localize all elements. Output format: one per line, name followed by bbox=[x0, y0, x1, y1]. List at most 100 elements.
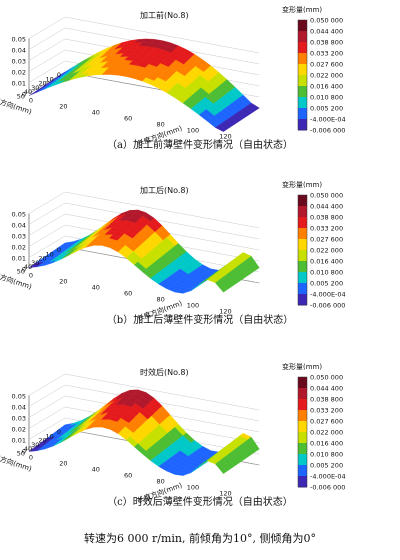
colorbar-label: 0.005 200 bbox=[310, 462, 343, 470]
x-tick-label: 60 bbox=[124, 472, 132, 480]
z-tick-label: 0.01 bbox=[12, 437, 26, 445]
x-tick-label: 0 bbox=[29, 97, 33, 105]
y-tick-label: 50 bbox=[17, 268, 25, 276]
colorbar-segment bbox=[298, 195, 307, 207]
y-tick-label: 20 bbox=[38, 80, 46, 88]
colorbar-segment bbox=[298, 432, 307, 444]
y-tick-label: 10 bbox=[46, 75, 54, 83]
z-gridline-side bbox=[28, 373, 66, 396]
z-tick-label: 0.05 bbox=[12, 393, 26, 401]
z-tick-label: 0.04 bbox=[12, 404, 26, 412]
x-tick-label: 80 bbox=[156, 121, 164, 129]
z-tick-label: 0 bbox=[22, 91, 26, 99]
colorbar-label: 0.022 000 bbox=[310, 247, 343, 255]
colorbar-segment bbox=[298, 53, 307, 65]
z-gridline-side bbox=[28, 213, 66, 236]
colorbar-label: 0.022 000 bbox=[310, 72, 343, 80]
colorbar-title: 变形量(mm) bbox=[282, 362, 322, 371]
surface-patch bbox=[215, 461, 228, 474]
z-gridline-side bbox=[28, 191, 66, 214]
y-tick-label: 0 bbox=[57, 246, 61, 254]
z-gridline-side bbox=[28, 235, 66, 258]
colorbar-label: -4.000E-04 bbox=[310, 291, 346, 299]
z-tick-label: 0.03 bbox=[12, 58, 26, 66]
x-tick-label: 20 bbox=[59, 103, 67, 111]
z-tick-label: 0.04 bbox=[12, 47, 26, 55]
z-gridline-side bbox=[28, 202, 66, 225]
colorbar-segment bbox=[298, 97, 307, 109]
colorbar-frame bbox=[297, 376, 308, 488]
figure-footnote: 转速为6 000 r/min, 前倾角为10°, 侧倾角为0° bbox=[84, 532, 316, 545]
colorbar-label: 0.038 800 bbox=[310, 39, 343, 47]
z-tick-label: 0 bbox=[22, 266, 26, 274]
colorbar-label: 0.038 800 bbox=[310, 214, 343, 222]
colorbar-label: 0.044 400 bbox=[310, 28, 343, 36]
x-tick-label: 0 bbox=[29, 454, 33, 462]
surface bbox=[28, 38, 260, 132]
z-tick-label: 0.01 bbox=[12, 80, 26, 88]
colorbar-segment bbox=[298, 294, 307, 306]
y-tick-label: 40 bbox=[24, 445, 32, 453]
x-tick-label: 40 bbox=[92, 109, 100, 117]
y-tick-label: 0 bbox=[57, 71, 61, 79]
z-axis-label: 变形量(mm) bbox=[0, 46, 1, 86]
x-tick-label: 80 bbox=[156, 478, 164, 486]
colorbar-frame bbox=[297, 194, 308, 306]
colorbar-segment bbox=[298, 250, 307, 262]
colorbar-segment bbox=[298, 86, 307, 98]
colorbar-label: 0.010 800 bbox=[310, 451, 343, 459]
colorbar-label: 0.027 600 bbox=[310, 61, 343, 69]
x-tick-label: 100 bbox=[187, 302, 199, 310]
y-tick-label: 40 bbox=[24, 263, 32, 271]
chart-title: 加工前(No.8) bbox=[140, 10, 189, 20]
colorbar-segment bbox=[298, 217, 307, 229]
z-gridline-side bbox=[28, 406, 66, 429]
panel-caption: （b）加工后薄壁件变形情况（自由状态） bbox=[107, 313, 293, 326]
colorbar-segment bbox=[298, 421, 307, 433]
y-tick-label: 30 bbox=[31, 441, 39, 449]
z-tick-label: 0.05 bbox=[12, 211, 26, 219]
z-axis-label: 变形量(mm) bbox=[0, 221, 1, 261]
colorbar-segment bbox=[298, 465, 307, 477]
z-gridline bbox=[64, 373, 260, 411]
z-gridline bbox=[64, 16, 260, 54]
colorbar-segment bbox=[298, 272, 307, 284]
y-tick-label: 40 bbox=[24, 88, 32, 96]
x-tick-label: 20 bbox=[59, 278, 67, 286]
z-axis-label: 变形量(mm) bbox=[0, 403, 1, 443]
surface bbox=[28, 209, 260, 294]
y-tick-label: 20 bbox=[38, 437, 46, 445]
colorbar-segment bbox=[298, 454, 307, 466]
colorbar-segment bbox=[298, 377, 307, 389]
y-tick-label: 10 bbox=[46, 250, 54, 258]
z-gridline-side bbox=[28, 27, 66, 50]
z-tick-label: 0.05 bbox=[12, 36, 26, 44]
z-tick-label: 0.02 bbox=[12, 244, 26, 252]
colorbar-label: -4.000E-04 bbox=[310, 116, 346, 124]
z-tick-label: 0.03 bbox=[12, 233, 26, 241]
chart-panel-1: 加工前(No.8)00.010.020.030.040.05变形量(mm)010… bbox=[0, 5, 346, 151]
colorbar-segment bbox=[298, 410, 307, 422]
z-tick-label: 0.02 bbox=[12, 69, 26, 77]
colorbar-label: -0.006 000 bbox=[310, 484, 345, 492]
colorbar-segment bbox=[298, 64, 307, 76]
x-tick-label: 20 bbox=[59, 460, 67, 468]
colorbar-label: 0.010 800 bbox=[310, 94, 343, 102]
y-tick-label: 30 bbox=[31, 84, 39, 92]
surface bbox=[28, 389, 260, 476]
x-tick-label: 120 bbox=[219, 490, 231, 498]
colorbar-segment bbox=[298, 228, 307, 240]
x-tick-label: 0 bbox=[29, 272, 33, 280]
colorbar-segment bbox=[298, 443, 307, 455]
y-tick-label: 50 bbox=[17, 450, 25, 458]
z-tick-label: 0 bbox=[22, 448, 26, 456]
z-gridline-side bbox=[28, 60, 66, 83]
colorbar-label: 0.044 400 bbox=[310, 203, 343, 211]
colorbar-label: -0.006 000 bbox=[310, 127, 345, 135]
z-gridline-side bbox=[28, 16, 66, 39]
chart-title: 时效后(No.8) bbox=[140, 367, 189, 377]
colorbar-label: 0.005 200 bbox=[310, 105, 343, 113]
z-tick-label: 0.01 bbox=[12, 255, 26, 263]
colorbar-label: 0.050 000 bbox=[310, 192, 343, 200]
colorbar-segment bbox=[298, 31, 307, 43]
